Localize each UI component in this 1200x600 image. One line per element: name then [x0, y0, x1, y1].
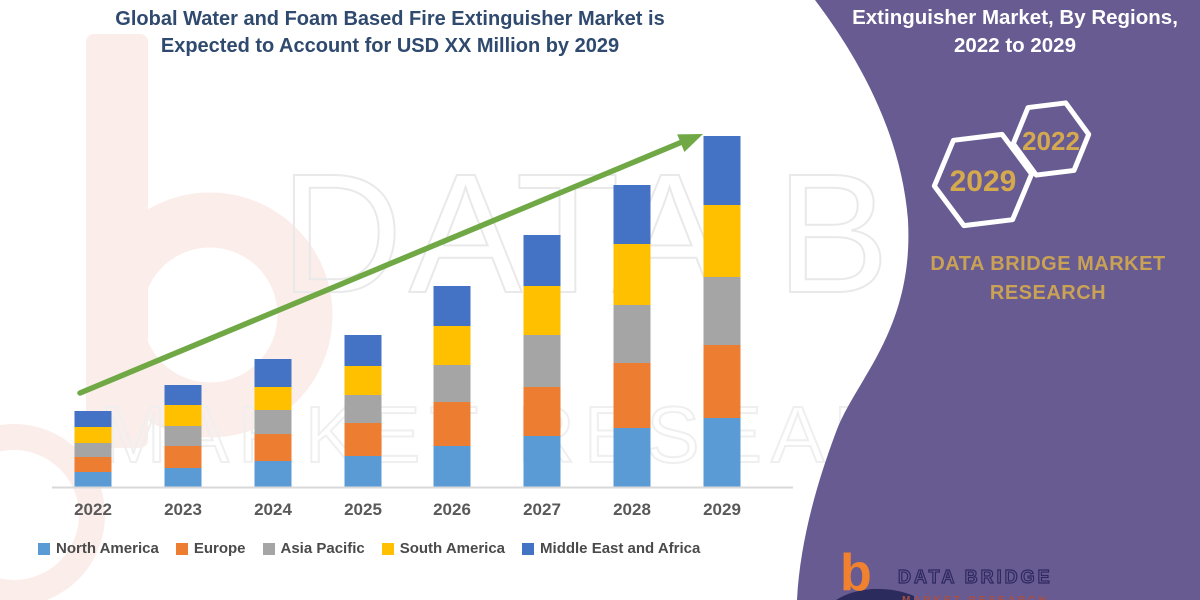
sidebar-brand-line1: DATA BRIDGE MARKET — [930, 253, 1166, 275]
legend-label: Europe — [193, 540, 246, 557]
bar-segment-2025-middle-east-and-africa — [344, 335, 382, 366]
bar-segment-2027-middle-east-and-africa — [523, 235, 561, 286]
bar-segment-2023-middle-east-and-africa — [164, 385, 202, 405]
bar-segment-2025-south-america — [344, 366, 382, 395]
legend-label: Middle East and Africa — [540, 540, 701, 557]
bar-segment-2024-north-america — [254, 461, 292, 487]
legend-item-north-america: North America — [38, 540, 159, 557]
legend-item-middle-east-and-africa: Middle East and Africa — [522, 540, 700, 557]
bar-segment-2024-middle-east-and-africa — [254, 359, 292, 387]
x-axis-label-2028: 2028 — [613, 500, 651, 519]
bar-segment-2025-europe — [344, 423, 382, 456]
bar-segment-2026-europe — [433, 402, 471, 446]
bar-segment-2024-europe — [254, 434, 292, 461]
bar-segment-2026-middle-east-and-africa — [433, 286, 471, 326]
chart-title-line2: Expected to Account for USD XX Million b… — [160, 35, 620, 57]
bar-segment-2023-south-america — [164, 405, 202, 426]
legend-swatch-icon — [262, 542, 275, 555]
sidebar-brand: DATA BRIDGE MARKET RESEARCH — [888, 250, 1200, 308]
legend-swatch-icon — [381, 542, 394, 555]
sidebar-panel — [797, 0, 1200, 600]
bar-segment-2028-middle-east-and-africa — [613, 185, 651, 244]
bar-segment-2027-europe — [523, 387, 561, 436]
bar-segment-2022-north-america — [74, 472, 112, 487]
bar-segment-2027-south-america — [523, 286, 561, 335]
bar-segment-2023-europe — [164, 446, 202, 468]
x-axis-label-2027: 2027 — [523, 500, 561, 519]
bar-segment-2027-north-america — [523, 436, 561, 487]
bar-segment-2023-asia-pacific — [164, 426, 202, 446]
legend-item-south-america: South America — [381, 540, 506, 557]
trend-arrow — [77, 134, 703, 396]
bar-segment-2029-north-america — [703, 418, 741, 487]
bar-segment-2028-asia-pacific — [613, 305, 651, 363]
legend-swatch-icon — [175, 542, 188, 555]
bar-segment-2022-asia-pacific — [74, 443, 112, 457]
bar-segment-2022-south-america — [74, 427, 112, 443]
bar-segment-2024-asia-pacific — [254, 410, 292, 434]
hexagon-2029-badge — [931, 131, 1035, 229]
bar-segment-2027-asia-pacific — [523, 335, 561, 387]
x-axis-label-2023: 2023 — [164, 500, 202, 519]
badge-year-2022: 2022 — [1022, 126, 1080, 156]
x-axis-label-2025: 2025 — [344, 500, 382, 519]
logo-wave-icon — [836, 588, 914, 600]
bar-segment-2023-north-america — [164, 468, 202, 487]
databridge-b-icon: b — [840, 544, 872, 600]
bar-segment-2029-south-america — [703, 205, 741, 277]
bar-segment-2026-asia-pacific — [433, 365, 471, 402]
bar-segment-2028-south-america — [613, 244, 651, 305]
x-axis-label-2029: 2029 — [703, 500, 741, 519]
bar-segment-2028-north-america — [613, 428, 651, 487]
bar-segment-2028-europe — [613, 363, 651, 428]
legend-swatch-icon — [522, 542, 535, 555]
sidebar-title-line1: Extinguisher Market, By Regions, — [852, 6, 1178, 29]
bar-segment-2025-asia-pacific — [344, 395, 382, 423]
legend-item-asia-pacific: Asia Pacific — [262, 540, 365, 557]
sidebar-title: Extinguisher Market, By Regions, 2022 to… — [835, 4, 1195, 60]
x-axis-labels: 2022 2023 2024 2025 2026 2027 2028 2029 — [0, 500, 820, 524]
stacked-bars — [74, 136, 741, 487]
bar-segment-2022-middle-east-and-africa — [74, 411, 112, 427]
hexagon-2022-badge — [1010, 100, 1092, 178]
badge-year-2029: 2029 — [949, 165, 1017, 198]
footer-logo-brand: DATA BRIDGE — [897, 566, 1053, 587]
bar-segment-2029-asia-pacific — [703, 277, 741, 345]
sidebar-title-line2: 2022 to 2029 — [954, 34, 1076, 57]
legend-label: Asia Pacific — [280, 540, 365, 557]
legend-label: South America — [399, 540, 506, 557]
bar-segment-2029-europe — [703, 345, 741, 418]
bar-segment-2025-north-america — [344, 456, 382, 487]
legend-swatch-icon — [38, 542, 50, 555]
chart-title-line1: Global Water and Foam Based Fire Extingu… — [115, 8, 665, 30]
chart-title: Global Water and Foam Based Fire Extingu… — [25, 6, 755, 60]
x-axis-label-2024: 2024 — [254, 500, 292, 519]
x-axis-label-2022: 2022 — [74, 500, 112, 519]
chart-legend: North America Europe Asia Pacific South Ame… — [38, 540, 700, 557]
legend-label: North America — [56, 540, 159, 557]
bar-segment-2022-europe — [74, 457, 112, 472]
legend-item-europe: Europe — [175, 540, 246, 557]
x-axis-label-2026: 2026 — [433, 500, 471, 519]
sidebar-brand-line2: RESEARCH — [989, 282, 1107, 304]
footer-logo-sub: MARKET RESEARCH — [902, 595, 1049, 600]
bar-segment-2029-middle-east-and-africa — [703, 136, 741, 205]
pale-b-watermark-icon — [0, 34, 333, 600]
bar-segment-2026-north-america — [433, 446, 471, 487]
bar-segment-2024-south-america — [254, 387, 292, 410]
bar-segment-2026-south-america — [433, 326, 471, 365]
